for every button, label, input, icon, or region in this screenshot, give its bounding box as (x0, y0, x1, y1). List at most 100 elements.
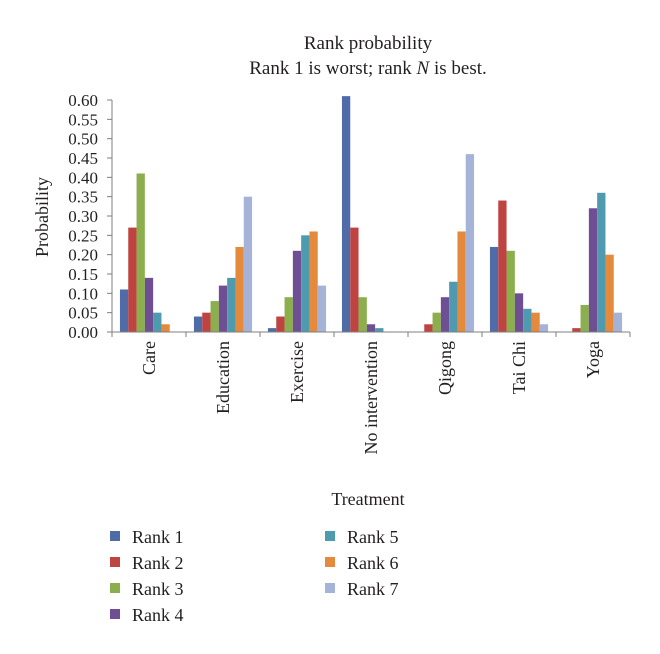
chart-subtitle-part-1: Rank 1 is worst; rank (249, 58, 416, 79)
legend-label: Rank 1 (132, 527, 184, 547)
bar (506, 250, 515, 332)
bar (284, 297, 293, 332)
legend-label: Rank 2 (132, 553, 184, 573)
bar (597, 192, 606, 332)
y-axis-title: Probability (32, 177, 52, 257)
category-label: No intervention (361, 341, 381, 454)
y-tick-label: 0.45 (68, 149, 98, 168)
bar-group (193, 196, 253, 332)
bar-group (489, 200, 549, 332)
axes (111, 100, 631, 337)
bar (605, 254, 614, 332)
chart-title: Rank probability (304, 33, 433, 54)
bar (432, 312, 441, 332)
legend-item: Rank 7 (325, 579, 399, 599)
bar (457, 231, 466, 332)
bar (202, 312, 211, 332)
bar (424, 324, 433, 332)
bar (136, 173, 145, 332)
legend-label: Rank 4 (132, 605, 184, 625)
bar (210, 301, 219, 332)
legend-label: Rank 3 (132, 579, 184, 599)
category-label: Tai Chi (509, 341, 529, 394)
legend-swatch (325, 557, 335, 567)
bar (440, 297, 450, 332)
bar (531, 312, 540, 332)
y-ticks: 0.000.050.100.150.200.250.300.350.400.45… (68, 91, 112, 342)
legend-label: Rank 7 (347, 579, 399, 599)
bar (358, 297, 367, 332)
category-label: Yoga (583, 341, 603, 378)
bar (613, 312, 623, 332)
bar (580, 304, 589, 332)
bar (235, 246, 244, 332)
bar (350, 227, 359, 332)
bar (309, 231, 318, 332)
bar (366, 324, 376, 332)
legend-swatch (110, 557, 120, 567)
bar (523, 308, 532, 332)
legend-label: Rank 5 (347, 527, 399, 547)
bar (218, 285, 228, 332)
y-tick-label: 0.50 (68, 130, 98, 149)
bar (243, 196, 253, 332)
legend-item: Rank 6 (325, 553, 399, 573)
y-tick-label: 0.10 (68, 284, 98, 303)
bar (144, 277, 154, 332)
bar (128, 227, 137, 332)
bar (572, 328, 581, 332)
bar-group (267, 231, 327, 332)
chart-subtitle: Rank 1 is worst; rank N is best. (249, 58, 487, 79)
legend: Rank 1 Rank 2 Rank 3 Rank 4 Rank 5 Rank 6 Rank… (110, 527, 399, 625)
chart-subtitle-part-2: N (416, 58, 431, 79)
legend-swatch (325, 531, 335, 541)
bar-group (119, 173, 170, 332)
bar (449, 281, 458, 332)
legend-item: Rank 1 (110, 527, 184, 547)
bar (375, 328, 384, 332)
bar (119, 289, 129, 332)
legend-item: Rank 5 (325, 527, 399, 547)
y-tick-label: 0.20 (68, 246, 98, 265)
legend-item: Rank 2 (110, 553, 184, 573)
legend-swatch (110, 609, 120, 619)
legend-item: Rank 4 (110, 605, 184, 625)
bar (489, 246, 499, 332)
bar (539, 324, 549, 332)
y-tick-label: 0.35 (68, 188, 98, 207)
chart-subtitle-part-3: is best. (429, 58, 487, 79)
y-tick-label: 0.55 (68, 110, 98, 129)
bar (161, 324, 170, 332)
bar (317, 285, 327, 332)
bar (465, 154, 475, 332)
bar (193, 316, 203, 332)
bar-group (572, 192, 623, 332)
bar-group (341, 96, 384, 332)
bars (119, 96, 623, 332)
legend-swatch (110, 583, 120, 593)
bar (153, 312, 162, 332)
y-tick-label: 0.30 (68, 207, 98, 226)
bar (292, 250, 302, 332)
bar (301, 235, 310, 332)
y-tick-label: 0.15 (68, 265, 98, 284)
legend-label: Rank 6 (347, 553, 399, 573)
category-label: Education (213, 341, 233, 414)
bar-group (424, 154, 475, 332)
category-label: Care (139, 341, 159, 375)
category-labels: Care Education Exercise No intervention Qigo… (139, 341, 603, 454)
y-tick-label: 0.60 (68, 91, 98, 110)
y-tick-label: 0.05 (68, 304, 98, 323)
x-axis-title: Treatment (331, 489, 404, 509)
bar (341, 96, 351, 332)
bar (276, 316, 285, 332)
legend-item: Rank 3 (110, 579, 184, 599)
bar (267, 328, 277, 332)
category-label: Qigong (435, 341, 455, 395)
bar (498, 200, 507, 332)
bar (514, 293, 524, 332)
y-tick-label: 0.25 (68, 226, 98, 245)
category-label: Exercise (287, 341, 307, 403)
